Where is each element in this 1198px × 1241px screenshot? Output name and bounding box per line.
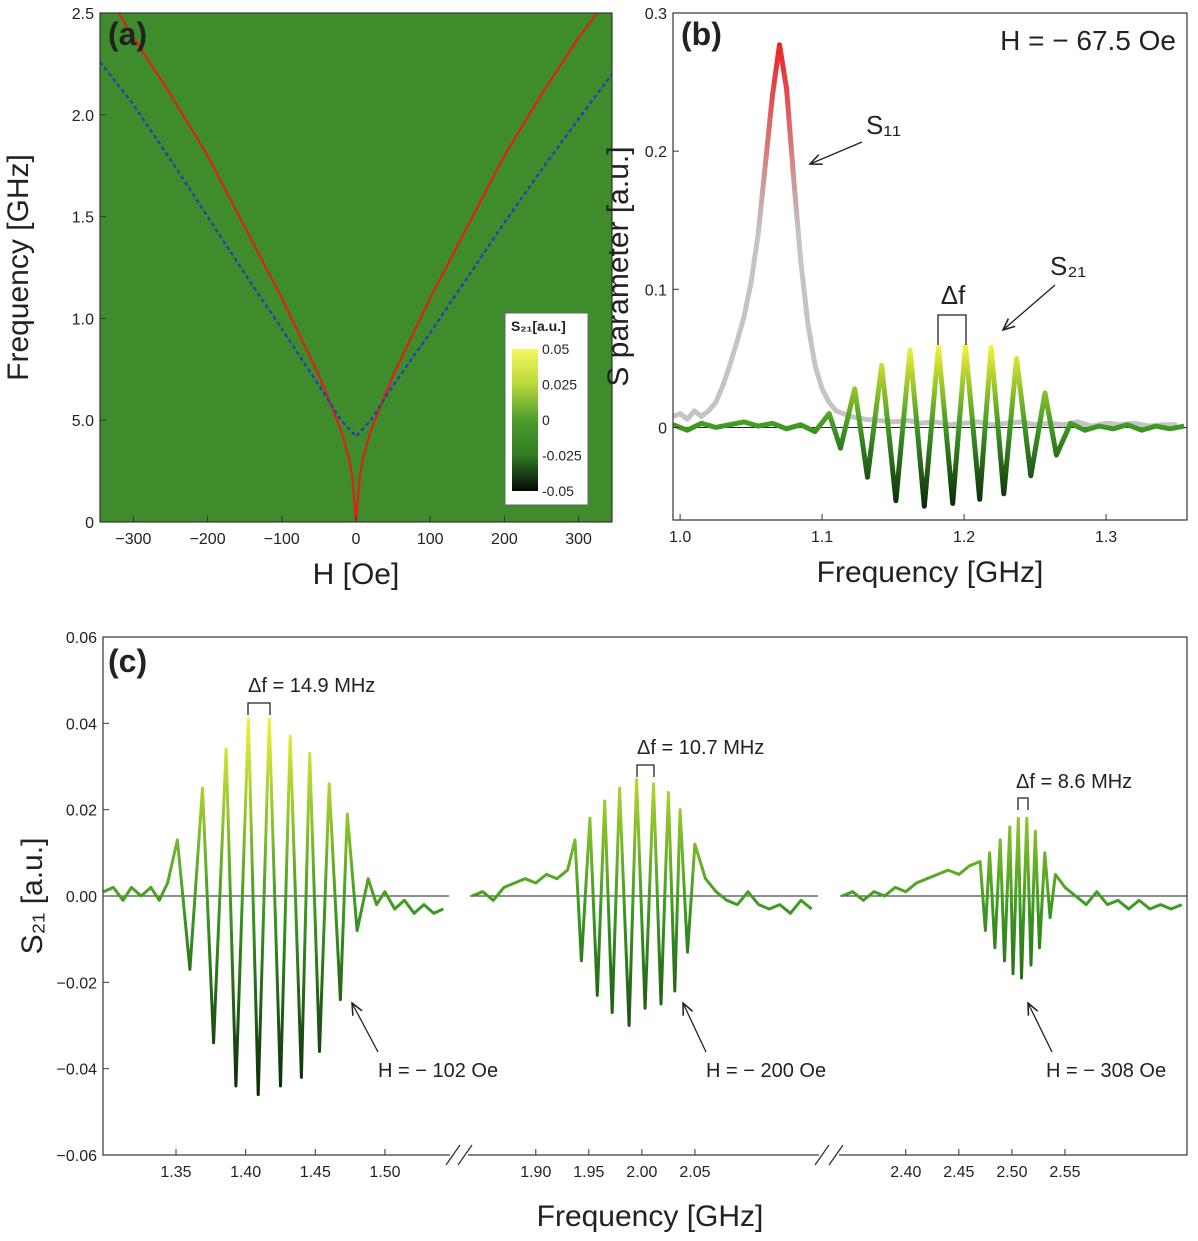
y-tick-label: −0.06	[57, 1148, 98, 1165]
x-tick-label: 1.3	[1095, 529, 1117, 546]
y-tick-label: 0	[658, 420, 667, 437]
delta-label: Δf = 14.9 MHz	[248, 675, 375, 697]
field-annotation: H = − 67.5 Oe	[1000, 25, 1176, 56]
x-tick-label: −100	[264, 531, 300, 548]
y-tick-label: 0.00	[66, 889, 97, 906]
delta-bracket	[937, 314, 967, 345]
x-tick-label: 1.0	[669, 529, 691, 546]
x-tick-label: 2.55	[1049, 1164, 1080, 1181]
series-line	[841, 816, 1183, 980]
colorbar-tick-label: 0.05	[542, 341, 569, 357]
y-axis-title: S₂₁ [a.u.]	[16, 838, 49, 955]
y-tick-label: 0	[85, 515, 94, 532]
x-tick-label: 1.1	[811, 529, 833, 546]
field-label: H = − 308 Oe	[1046, 1060, 1166, 1082]
delta-bracket	[636, 764, 655, 777]
colorbar	[512, 349, 538, 491]
colorbar-tick-label: -0.05	[542, 483, 574, 499]
x-tick-label: −300	[115, 531, 151, 548]
axis-break-gap	[819, 1152, 839, 1158]
x-tick-label: 2.05	[679, 1164, 710, 1181]
x-tick-label: 2.45	[943, 1164, 974, 1181]
y-tick-label: 1.0	[72, 311, 94, 328]
y-tick-label: 0.02	[66, 803, 97, 820]
x-tick-label: 1.90	[520, 1164, 551, 1181]
arrow	[1028, 1003, 1053, 1053]
x-tick-label: 1.2	[953, 529, 975, 546]
panel-label: (c)	[108, 643, 147, 679]
series-line	[102, 717, 445, 1097]
series-label: S₁₁	[866, 110, 901, 140]
x-tick-label: 1.35	[160, 1164, 191, 1181]
colorbar-tick-label: 0.025	[542, 377, 577, 393]
x-tick-label: 0	[352, 531, 361, 548]
y-tick-label: −0.04	[57, 1062, 98, 1079]
y-tick-label: 0.2	[645, 144, 667, 161]
delta-label: Δf = 8.6 MHz	[1016, 771, 1132, 793]
x-axis-title: Frequency [GHz]	[817, 556, 1044, 589]
series-line	[100, 61, 612, 438]
y-axis-title: Frequency [GHz]	[2, 154, 35, 381]
y-tick-label: 1.5	[72, 210, 94, 227]
colorbar-tick-label: -0.025	[542, 448, 582, 464]
delta-bracket	[247, 702, 271, 715]
y-tick-label: 5.0	[72, 413, 94, 430]
arrow	[810, 141, 863, 164]
colorbar-title: S₂₁[a.u.]	[511, 318, 566, 334]
y-tick-label: 2.5	[72, 6, 94, 23]
arrow	[1003, 284, 1056, 330]
panel-label: (b)	[681, 16, 722, 52]
y-tick-label: 0.06	[66, 630, 97, 647]
x-tick-label: 300	[565, 531, 592, 548]
x-tick-label: −200	[190, 531, 226, 548]
delta-bracket	[1017, 797, 1029, 810]
axis-break	[814, 1144, 844, 1166]
axis-break	[445, 1144, 473, 1166]
arrow	[683, 1003, 707, 1053]
x-axis-title: H [Oe]	[313, 558, 400, 591]
x-tick-label: 1.50	[369, 1164, 400, 1181]
y-axis-title: S parameter [a.u.]	[602, 146, 635, 386]
y-tick-label: 0.04	[66, 716, 97, 733]
y-tick-label: 2.0	[72, 108, 94, 125]
y-tick-label: −0.02	[57, 975, 98, 992]
x-tick-label: 1.45	[300, 1164, 331, 1181]
x-tick-label: 1.40	[230, 1164, 261, 1181]
y-tick-label: 0.1	[645, 282, 667, 299]
panel-label: (a)	[108, 16, 147, 52]
series-line	[673, 42, 1178, 429]
y-tick-label: 0.3	[645, 6, 667, 23]
x-tick-label: 2.00	[626, 1164, 657, 1181]
x-tick-label: 200	[491, 531, 518, 548]
field-label: H = − 200 Oe	[706, 1060, 826, 1082]
delta-label: Δf = 10.7 MHz	[637, 737, 764, 759]
colorbar-tick-label: 0	[542, 412, 550, 428]
field-label: H = − 102 Oe	[378, 1060, 498, 1082]
axis-break-gap	[450, 1152, 468, 1158]
series-label: S₂₁	[1050, 251, 1086, 281]
series-line	[673, 343, 1185, 509]
x-tick-label: 2.50	[996, 1164, 1027, 1181]
delta-label: Δf	[941, 280, 966, 310]
series-line	[471, 778, 813, 1027]
arrow	[352, 1003, 379, 1053]
plot-frame	[672, 12, 1188, 521]
x-tick-label: 100	[417, 531, 444, 548]
x-tick-label: 2.40	[890, 1164, 921, 1181]
x-axis-title: Frequency [GHz]	[537, 1200, 764, 1233]
x-tick-label: 1.95	[573, 1164, 604, 1181]
series-line	[117, 13, 599, 522]
